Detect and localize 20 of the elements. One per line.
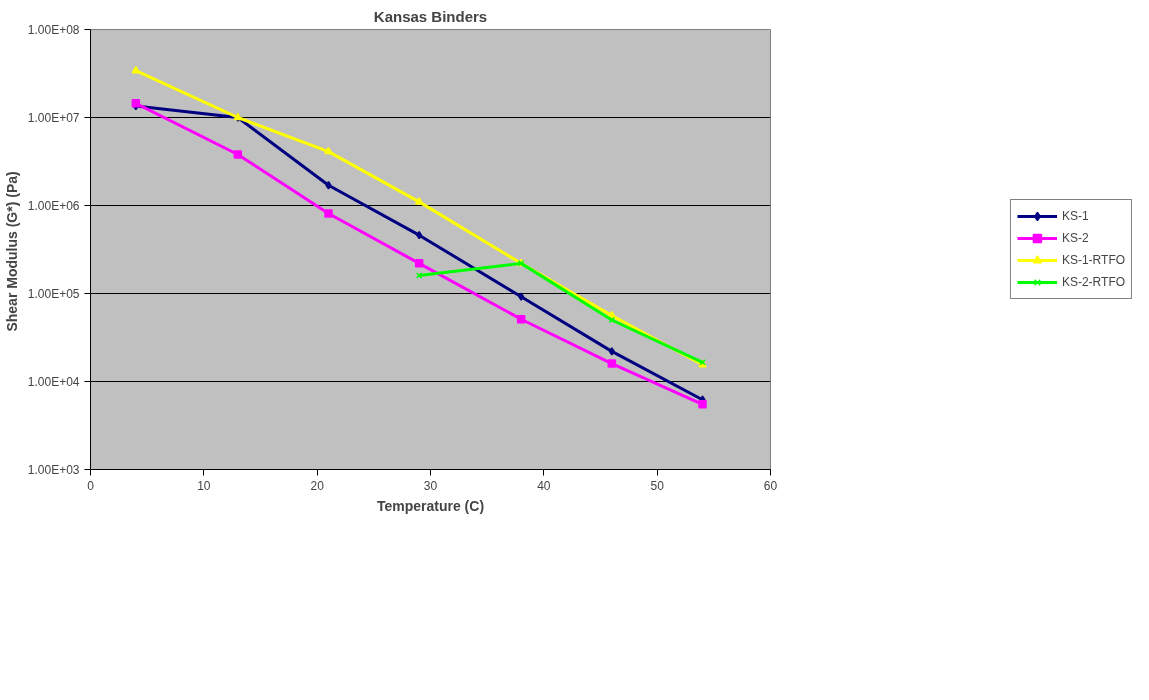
- legend-label: KS-1: [1061, 209, 1089, 223]
- x-tick-label: 10: [197, 478, 211, 493]
- x-tick-label: 30: [423, 478, 438, 493]
- legend-label: KS-2: [1061, 231, 1089, 245]
- x-tick-label: 0: [87, 478, 95, 493]
- y-tick-label: 1.00E+06: [27, 198, 80, 213]
- x-tick-label: 20: [310, 478, 325, 493]
- y-tick-label: 1.00E+04: [27, 374, 80, 389]
- x-tick-label: 60: [763, 478, 778, 493]
- legend-label: KS-1-RTFO: [1061, 253, 1126, 267]
- x-axis-title: Temperature (C): [376, 497, 485, 514]
- legend-label: KS-2-RTFO: [1061, 275, 1126, 289]
- y-tick-label: 1.00E+05: [27, 286, 80, 301]
- x-tick-label: 50: [650, 478, 665, 493]
- y-axis-title: Shear Modulus (G*) (Pa): [3, 171, 20, 332]
- y-tick-label: 1.00E+03: [27, 462, 80, 477]
- y-tick-label: 1.00E+08: [27, 22, 80, 37]
- x-tick-label: 40: [537, 478, 551, 493]
- y-tick-label: 1.00E+07: [27, 110, 80, 125]
- chart-title: Kansas Binders: [373, 7, 488, 25]
